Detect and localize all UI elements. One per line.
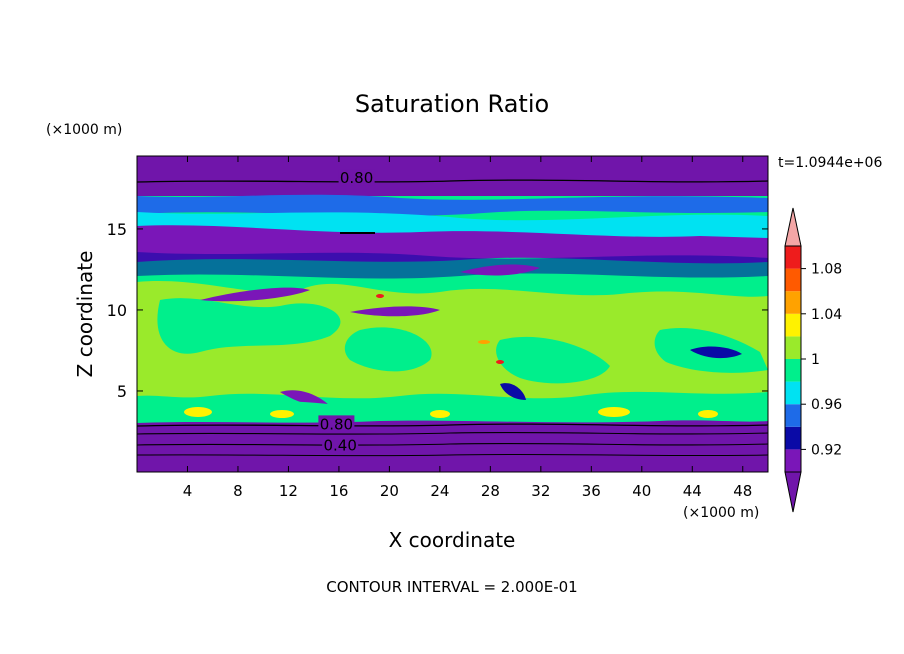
x-unit-label: (×1000 m): [683, 505, 759, 521]
colorbar-over-arrow: [784, 207, 802, 247]
contour-line-lowest: [137, 453, 768, 457]
colorbar-swatch: [785, 381, 801, 405]
upper-dry-band: [137, 156, 768, 196]
x-tick-label: 44: [683, 482, 702, 500]
moist-cell-6: [478, 340, 490, 344]
contour-labels: 0.80 0.80 0.40: [318, 169, 375, 454]
mid-teal-patch-1: [157, 298, 341, 354]
colorbar-swatch: [785, 291, 801, 314]
y-unit-label: (×1000 m): [46, 122, 122, 138]
colorbar-tick-label: 0.96: [811, 397, 842, 413]
heatmap-field: [137, 156, 768, 472]
x-tick-label: 16: [329, 482, 348, 500]
contour-label-bg: [322, 436, 359, 453]
contour-line-0-8: [137, 423, 768, 427]
x-tick-label: 8: [233, 482, 243, 500]
mid-streak-3: [460, 264, 540, 276]
colorbar-swatch: [785, 268, 801, 292]
time-label: t=1.0944e+06: [778, 155, 882, 171]
moist-cell-3: [430, 410, 450, 418]
mid-teal-patch-3: [496, 336, 610, 384]
lower-dry-band: [137, 420, 768, 472]
colorbar: 0.92 0.96 1 1.04 1.08: [784, 207, 842, 513]
mid-streak-5: [280, 390, 330, 407]
contour-interval-note: CONTOUR INTERVAL = 2.000E-01: [326, 578, 577, 596]
contour-label: 0.80: [320, 415, 353, 433]
colorbar-tick-label: 1.08: [811, 262, 842, 278]
contour-label: 0.40: [323, 436, 356, 454]
colorbar-swatch: [785, 449, 801, 472]
y-tick-label: 15: [107, 220, 127, 239]
chart-title: Saturation Ratio: [355, 90, 549, 118]
contour-label-bg: [338, 169, 375, 186]
y-tick-label: 10: [107, 301, 127, 320]
moist-cell-2: [270, 410, 294, 418]
moist-cell-1: [184, 407, 212, 417]
contour-line-0-4: [137, 442, 768, 446]
mid-streak-6: [500, 383, 526, 400]
x-tick-label: 36: [582, 482, 601, 500]
x-tick-label: 40: [632, 482, 651, 500]
x-tick-label: 48: [733, 482, 752, 500]
moist-cell-4: [598, 407, 630, 417]
colorbar-swatch: [785, 404, 801, 427]
x-tick-label: 32: [531, 482, 550, 500]
colorbar-swatch: [785, 336, 801, 359]
y-tick-label: 5: [117, 382, 127, 401]
colorbar-tick-label: 1: [811, 352, 820, 368]
x-tick-label: 4: [183, 482, 193, 500]
moist-cell-8: [496, 360, 504, 364]
colorbar-swatch: [785, 246, 801, 269]
x-tick-label: 24: [430, 482, 449, 500]
contour-line-upper: [137, 179, 768, 183]
mid-streak-1: [200, 287, 310, 302]
surface-moist-layer: [137, 401, 768, 424]
x-tick-label: 20: [380, 482, 399, 500]
contour-label: 0.80: [340, 169, 373, 187]
colorbar-under-arrow: [784, 471, 802, 513]
mid-streak-2: [350, 306, 440, 317]
mid-streak-4: [690, 346, 742, 359]
mid-teal-patch-2: [344, 327, 432, 372]
colorbar-tick-label: 0.92: [811, 442, 842, 458]
colorbar-swatch: [785, 426, 801, 450]
plot-frame: [136, 155, 769, 473]
y-axis-title: Z coordinate: [73, 251, 97, 378]
moist-cell-5: [698, 410, 718, 418]
x-tick-label: 12: [279, 482, 298, 500]
y-axis: 5 10 15: [107, 220, 768, 401]
upper-navy-band: [137, 252, 768, 279]
x-axis: 4 8 12 16 20 24 28 32 36 40 44 48: [183, 156, 752, 500]
colorbar-tick-label: 1.04: [811, 307, 842, 323]
upper-blue-band: [137, 194, 768, 216]
x-tick-label: 28: [481, 482, 500, 500]
colorbar-swatch: [785, 359, 801, 382]
contour-label-bg: [318, 415, 355, 432]
moist-cell-7: [376, 294, 384, 298]
contour-line-mid: [137, 431, 768, 435]
colorbar-swatch: [785, 313, 801, 337]
x-axis-title: X coordinate: [389, 528, 516, 552]
